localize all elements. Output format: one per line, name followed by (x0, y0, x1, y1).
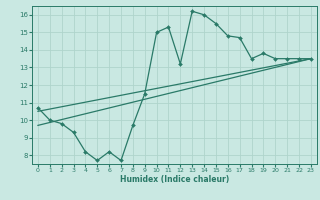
X-axis label: Humidex (Indice chaleur): Humidex (Indice chaleur) (120, 175, 229, 184)
